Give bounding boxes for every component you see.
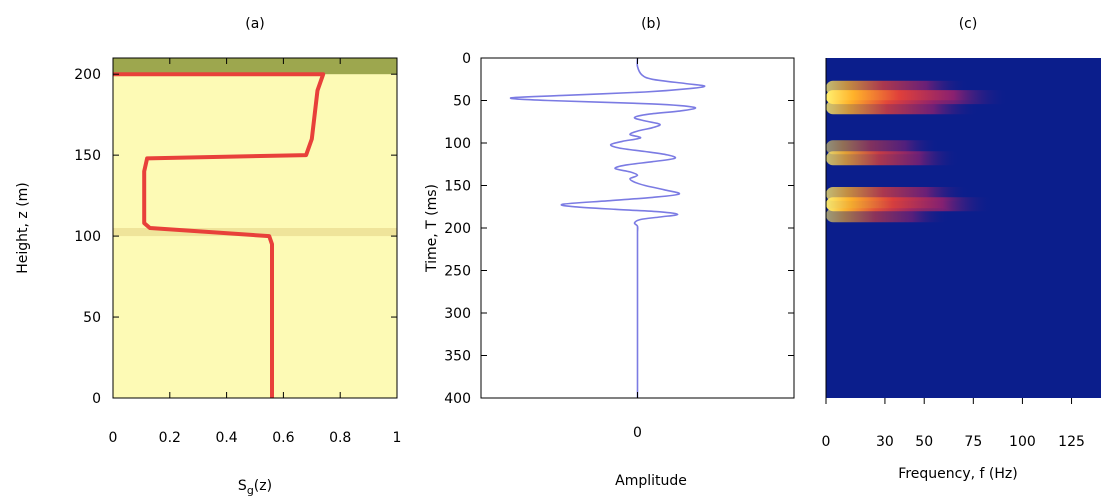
- panel-c-energy-band: [826, 140, 940, 155]
- panel-a-series-line: [113, 72, 326, 398]
- panel-c-title: (c): [959, 16, 978, 32]
- panel-c-xlabel: Frequency, f (Hz): [898, 466, 1017, 482]
- panel-b-ytick-label: 250: [444, 264, 471, 280]
- panel-a-frame: [112, 57, 398, 399]
- panel-b-ylabel: Time, T (ms): [424, 184, 440, 273]
- panel-b-ytick-label: 150: [444, 179, 471, 195]
- panel-a-band: [113, 228, 397, 237]
- panel-b-ytick-label: 200: [444, 221, 471, 237]
- panel-c-xtick-label: 50: [915, 434, 933, 450]
- panel-b-xlabel: Amplitude: [615, 473, 687, 489]
- panel-c-energy-band: [826, 208, 950, 223]
- panel-c-xtick-label: 100: [1009, 434, 1036, 450]
- panel-c-background: [826, 58, 1101, 398]
- panel-a-ytick-label: 200: [74, 67, 101, 83]
- panel-a: (a) 0 0.2 0.4 0.6 0.8 1 0 50 100 150 200 Height, z…: [15, 16, 401, 497]
- panel-a-xtick-label: 0.4: [215, 430, 237, 446]
- panel-a-xtick-label: 0: [109, 430, 118, 446]
- panel-a-ytick-label: 50: [83, 310, 101, 326]
- panel-b-series-line: [509, 58, 706, 398]
- panel-c-xtick-label: 30: [876, 434, 894, 450]
- panel-b-ytick-label: 300: [444, 306, 471, 322]
- panel-b-ytick-label: 50: [453, 94, 471, 110]
- panel-b-title: (b): [641, 16, 661, 32]
- panel-a-xtick-label: 0.2: [159, 430, 181, 446]
- panel-b-ytick-label: 350: [444, 349, 471, 365]
- panel-c-xtick-label: 125: [1058, 434, 1085, 450]
- panel-a-ytick-label: 150: [74, 148, 101, 164]
- panel-c-energy-band: [826, 151, 960, 166]
- panel-b: (b) 0 0 50 100 150 200 250 300 350 400 Time, T (m…: [424, 16, 795, 489]
- panel-a-xtick-label: 0.6: [272, 430, 294, 446]
- panel-a-xtick-label: 0.8: [329, 430, 351, 446]
- panel-c: (c) 0 30 50 75 100 125 Frequency, f (Hz): [822, 16, 1101, 482]
- panel-a-ytick-label: 100: [74, 229, 101, 245]
- panel-c-xtick-label: 0: [822, 434, 831, 450]
- panel-c-energy-band: [826, 197, 993, 212]
- panel-a-xlabel: Sg(z): [238, 478, 272, 497]
- panel-b-xtick-label: 0: [633, 425, 642, 441]
- panel-a-ytick-label: 0: [92, 391, 101, 407]
- panel-a-plot: [113, 58, 397, 398]
- panel-a-title: (a): [245, 16, 265, 32]
- panel-c-energy-band: [826, 100, 979, 115]
- panel-a-band: [113, 58, 397, 75]
- panel-b-ytick-label: 0: [462, 51, 471, 67]
- panel-b-ytick-label: 400: [444, 391, 471, 407]
- panel-a-xtick-label: 1: [393, 430, 402, 446]
- panel-a-ylabel: Height, z (m): [15, 182, 31, 274]
- panel-b-ytick-label: 100: [444, 136, 471, 152]
- panel-c-xtick-label: 75: [964, 434, 982, 450]
